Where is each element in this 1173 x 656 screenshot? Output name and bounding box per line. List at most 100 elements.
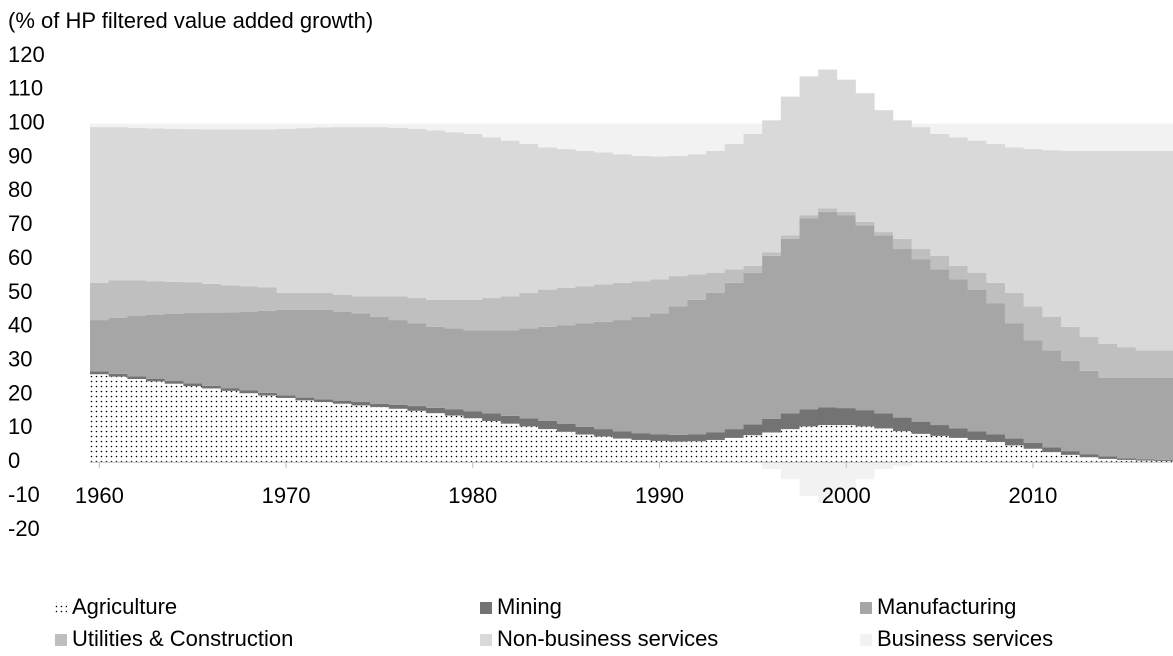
bar-segment [780,413,800,430]
bar-segment [818,462,838,503]
bar-segment [482,330,502,414]
bar-segment [743,435,763,463]
bar-segment [892,417,912,432]
bar-segment [706,272,726,293]
bar-segment [1060,150,1080,327]
legend-swatch [55,634,67,646]
y-tick-label: 120 [8,42,45,67]
bar-segment [463,330,483,412]
bar-segment [1154,459,1173,461]
bar-segment [202,388,222,463]
bar-segment [668,441,688,463]
bar-segment [836,425,856,463]
bar-segment [706,150,726,273]
bar-segment [444,415,464,463]
bar-segment [127,280,147,317]
bar-segment [892,238,912,249]
bar-segment [164,123,184,129]
bar-segment [127,127,147,281]
bar-segment [295,123,315,129]
bar-segment [314,399,334,403]
bar-segment [930,123,950,134]
legend-label: Agriculture [72,594,177,619]
bar-segment [911,259,931,422]
bar-segment [556,423,576,432]
bar-segment [127,378,147,463]
bar-segment [108,280,128,318]
bar-segment [388,408,408,463]
bar-segment [743,265,763,273]
bar-segment [1154,123,1173,151]
bar-segment [967,431,987,440]
bar-segment [127,316,147,377]
y-tick-label: 10 [8,414,32,439]
bar-segment [911,248,931,260]
bar-segment [90,123,109,128]
bar-segment [519,426,539,463]
bar-segment [351,296,371,314]
bar-segment [370,127,390,297]
bar-segment [911,433,931,463]
x-tick-label: 1980 [448,483,497,508]
y-tick-label: -20 [8,516,40,541]
bar-segment [594,321,614,430]
bar-segment [127,376,147,379]
bar-segment [874,462,894,470]
x-tick-label: 2010 [1008,483,1057,508]
bar-segment [258,287,278,311]
legend-label: Mining [497,594,562,619]
bar-segment [258,392,278,396]
bar-segment [743,123,763,134]
bar-segment [818,69,838,209]
bar-segment [463,411,483,419]
bar-segment [407,406,427,411]
bar-segment [388,127,408,297]
bar-segment [818,211,838,408]
bar-segment [668,155,688,277]
bar-segment [799,218,819,410]
bar-segment [874,428,894,463]
bar-segment [332,400,352,404]
bar-segment [1116,458,1136,460]
bar-segment [164,381,184,384]
bar-segment [407,128,427,299]
bar-segment [724,269,744,283]
bar-segment [687,441,707,463]
bar-segment [332,403,352,463]
bar-segment [370,316,390,404]
y-axis-title: (% of HP filtered value added growth) [8,8,373,33]
bar-segment [426,407,446,414]
bar-segment [1154,460,1173,463]
bar-segment [351,405,371,463]
y-tick-label: 50 [8,279,32,304]
bar-segment [724,282,744,430]
bar-segment [855,221,875,226]
bar-segment [1060,360,1080,452]
bar-segment [948,428,968,438]
bar-segment [687,123,707,155]
legend-swatch [860,602,872,614]
bar-segment [818,407,838,426]
bar-segment [892,248,912,418]
bar-segment [687,274,707,300]
bar-segment [986,441,1006,463]
bar-segment [276,397,296,463]
bar-segment [1098,150,1118,344]
bar-segment [183,312,203,384]
bar-segment [986,303,1006,435]
bar-segment [967,289,987,432]
bar-segment [108,317,128,374]
y-tick-label: 40 [8,313,32,338]
bar-segment [220,312,240,389]
bar-segment [332,123,352,128]
bar-segment [276,123,296,129]
x-tick-label: 1990 [635,483,684,508]
bar-segment [631,316,651,434]
bar-segment [351,402,371,406]
bar-segment [706,123,726,151]
bar-segment [706,432,726,440]
bar-segment [351,127,371,297]
bar-segment [1004,323,1024,439]
bar-segment [370,403,390,408]
bar-segment [1135,350,1155,378]
